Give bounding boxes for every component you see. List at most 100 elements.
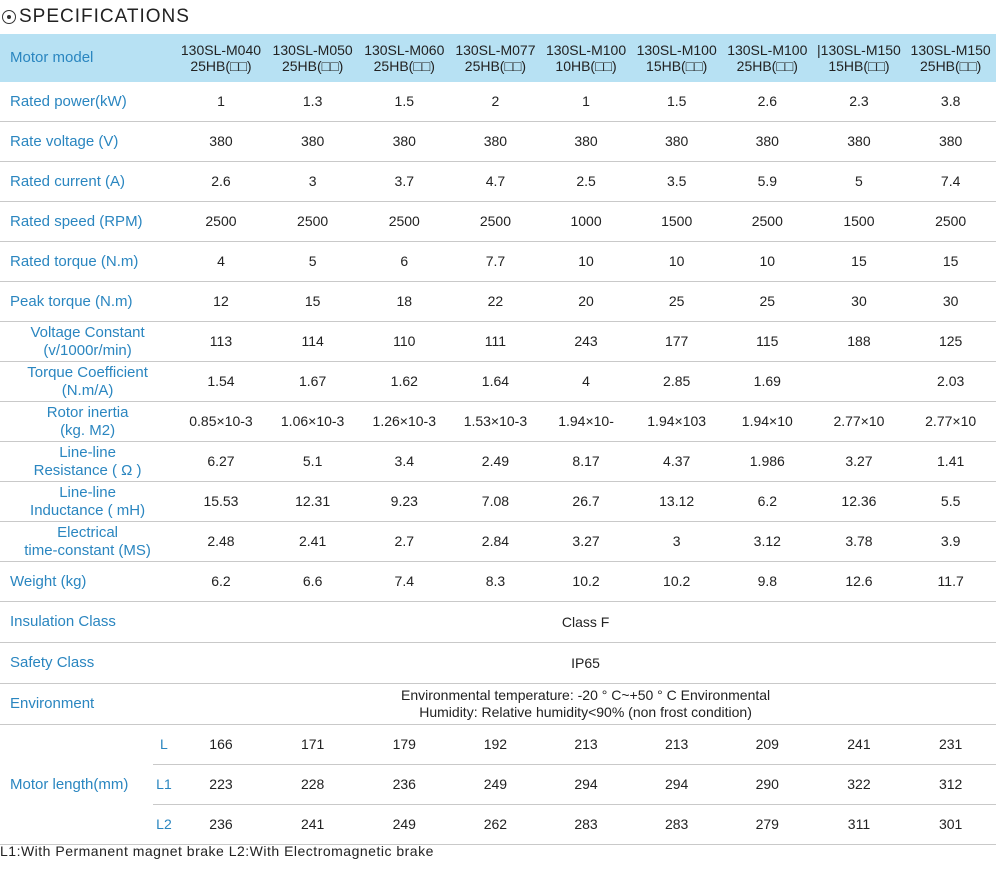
span-cell: Class F bbox=[175, 601, 996, 643]
text-line: Rated torque (N.m) bbox=[10, 252, 139, 270]
cell: 2.41 bbox=[266, 521, 359, 562]
insulation-row: Insulation Class Class F bbox=[0, 601, 996, 643]
cell: 380 bbox=[631, 121, 722, 162]
cell: 1.94×10- bbox=[540, 401, 632, 442]
cell: 12 bbox=[175, 281, 267, 322]
spec-row: Torque Coefficient (N.m/A) 1.54 1.67 1.62 1.6… bbox=[0, 361, 996, 402]
cell: 2500 bbox=[905, 201, 996, 242]
cell: 10 bbox=[721, 241, 813, 282]
cell: 1500 bbox=[631, 201, 722, 242]
text-line: Environmental temperature: -20 ° C~+50 °… bbox=[400, 687, 771, 703]
cell: 2.7 bbox=[358, 521, 451, 562]
model-header: 130SL-M077 25HB(□□) bbox=[450, 34, 541, 82]
cell: 294 bbox=[631, 764, 722, 805]
text-line: Resistance ( Ω ) bbox=[33, 461, 142, 479]
cell: 283 bbox=[540, 804, 632, 845]
cell: 2.85 bbox=[631, 361, 722, 402]
cell: 12.31 bbox=[266, 481, 359, 522]
cell: 18 bbox=[358, 281, 451, 322]
cell: 6.2 bbox=[721, 481, 813, 522]
cell: 8.17 bbox=[540, 441, 632, 482]
row-label: Voltage Constant (v/1000r/min) bbox=[0, 321, 176, 362]
cell: 1.94×10 bbox=[721, 401, 813, 442]
text-line: Rate voltage (V) bbox=[10, 132, 119, 150]
cell: 1.54 bbox=[175, 361, 267, 402]
row-label: Torque Coefficient (N.m/A) bbox=[0, 361, 176, 402]
cell: 115 bbox=[721, 321, 813, 362]
cell: 213 bbox=[631, 724, 722, 765]
cell: 110 bbox=[358, 321, 451, 362]
cell: 20 bbox=[540, 281, 632, 322]
cell: 380 bbox=[175, 121, 267, 162]
spec-row: Rotor inertia (kg. M2) 0.85×10-3 1.06×10-3 1… bbox=[0, 401, 996, 442]
text-line: Inductance ( mH) bbox=[30, 501, 146, 519]
cell: 3.27 bbox=[812, 441, 906, 482]
text-line: Torque Coefficient bbox=[27, 363, 148, 381]
cell: 5 bbox=[812, 161, 906, 202]
cell: 380 bbox=[812, 121, 906, 162]
footnote: L1:With Permanent magnet brake L2:With E… bbox=[0, 843, 434, 859]
cell: 3.9 bbox=[905, 521, 996, 562]
cell: 2.6 bbox=[721, 82, 813, 122]
cell: 12.36 bbox=[812, 481, 906, 522]
text-line: 130SL-M100 bbox=[636, 42, 717, 58]
text-line: 130SL-M040 bbox=[180, 42, 262, 58]
cell: 10.2 bbox=[631, 561, 722, 602]
cell: 2.84 bbox=[450, 521, 541, 562]
cell: 380 bbox=[450, 121, 541, 162]
cell: 380 bbox=[358, 121, 451, 162]
cell: 312 bbox=[905, 764, 996, 805]
cell: 114 bbox=[266, 321, 359, 362]
cell: 4 bbox=[175, 241, 267, 282]
text-line: 25HB(□□) bbox=[464, 58, 527, 74]
header-label: Motor model bbox=[0, 34, 176, 82]
spec-row: Line-line Resistance ( Ω ) 6.27 5.1 3.4 2.49 8… bbox=[0, 441, 996, 482]
cell: 26.7 bbox=[540, 481, 632, 522]
cell: 10.2 bbox=[540, 561, 632, 602]
row-label: Line-line Resistance ( Ω ) bbox=[0, 441, 176, 482]
row-label: Line-line Inductance ( mH) bbox=[0, 481, 176, 522]
cell: 228 bbox=[266, 764, 359, 805]
model-header: 130SL-M060 25HB(□□) bbox=[358, 34, 451, 82]
cell: 3.4 bbox=[358, 441, 451, 482]
cell: 15 bbox=[812, 241, 906, 282]
cell: 241 bbox=[812, 724, 906, 765]
text-line: time-constant (MS) bbox=[24, 541, 151, 559]
cell: 2.6 bbox=[175, 161, 267, 202]
text-line: 130SL-M100 bbox=[545, 42, 627, 58]
cell: 5.1 bbox=[266, 441, 359, 482]
cell: 279 bbox=[721, 804, 813, 845]
spec-row: Rate voltage (V) 380 380 380 380 380 380 380 380… bbox=[0, 121, 996, 162]
cell: 1.94×103 bbox=[631, 401, 722, 442]
row-label: Insulation Class bbox=[0, 601, 176, 643]
span-cell: Environmental temperature: -20 ° C~+50 °… bbox=[175, 683, 996, 725]
cell: 1.5 bbox=[358, 82, 451, 122]
cell: 1.06×10-3 bbox=[266, 401, 359, 442]
cell: 301 bbox=[905, 804, 996, 845]
cell: 1.41 bbox=[905, 441, 996, 482]
cell: 236 bbox=[175, 804, 267, 845]
cell: 177 bbox=[631, 321, 722, 362]
cell: 6 bbox=[358, 241, 451, 282]
cell: 311 bbox=[812, 804, 906, 845]
cell: 9.8 bbox=[721, 561, 813, 602]
text-line: 130SL-M100 bbox=[727, 42, 808, 58]
cell: 9.23 bbox=[358, 481, 451, 522]
text-line: 130SL-M050 bbox=[272, 42, 353, 58]
text-line: 25HB(□□) bbox=[736, 58, 798, 74]
cell: 1000 bbox=[540, 201, 632, 242]
text-line: 130SL-M150 bbox=[910, 42, 991, 58]
cell: 5.5 bbox=[905, 481, 996, 522]
text-line: Electrical bbox=[57, 523, 118, 541]
text-line: 130SL-M060 bbox=[364, 42, 445, 58]
cell: 7.4 bbox=[905, 161, 996, 202]
text-line: 25HB(□□) bbox=[281, 58, 344, 74]
model-header: |130SL-M150 15HB(□□) bbox=[812, 34, 906, 82]
cell: 25 bbox=[721, 281, 813, 322]
cell: 262 bbox=[450, 804, 541, 845]
row-label: Rated speed (RPM) bbox=[0, 201, 176, 242]
row-label: Weight (kg) bbox=[0, 561, 176, 602]
cell: 192 bbox=[450, 724, 541, 765]
safety-row: Safety Class IP65 bbox=[0, 642, 996, 684]
cell: 5.9 bbox=[721, 161, 813, 202]
